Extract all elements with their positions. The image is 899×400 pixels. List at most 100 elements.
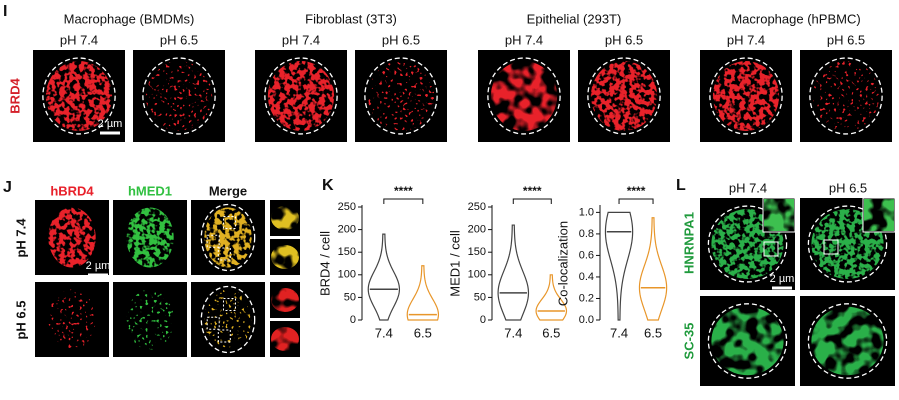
cell-signal xyxy=(590,61,658,131)
panel-label: I xyxy=(3,3,7,20)
roi-box xyxy=(206,316,220,330)
group-title: Fibroblast (3T3) xyxy=(305,11,397,26)
cell-signal xyxy=(490,61,558,131)
panel-label: L xyxy=(676,177,686,194)
cell-signal xyxy=(126,207,174,268)
cell-outline xyxy=(200,203,256,272)
cell-signal xyxy=(267,61,335,131)
condition-label: pH 6.5 xyxy=(605,32,643,47)
group-title: Macrophage (BMDMs) xyxy=(64,11,195,26)
x-tick-label: 7.4 xyxy=(375,325,393,340)
cell-signal xyxy=(48,289,96,350)
violin xyxy=(604,211,634,321)
x-tick-label: 6.5 xyxy=(542,325,560,340)
y-tick-label: 0.8 xyxy=(579,228,594,240)
inset-signal xyxy=(764,199,794,231)
cell-signal xyxy=(712,61,780,131)
channel-label: hBRD4 xyxy=(50,183,94,198)
significance-label: **** xyxy=(394,184,413,198)
cell-signal xyxy=(48,207,96,268)
scale-bar-label: 2 µm xyxy=(98,118,123,130)
roi-box xyxy=(217,247,231,261)
roi-box xyxy=(222,216,236,229)
significance-bracket xyxy=(618,198,654,204)
condition-label: pH 7.4 xyxy=(727,32,765,47)
cell-signal xyxy=(45,61,113,131)
cell-signal xyxy=(367,61,435,131)
violin xyxy=(638,217,668,321)
violin xyxy=(367,233,401,321)
roi-box xyxy=(206,234,220,248)
scale-bar-label: 2 µm xyxy=(86,260,111,272)
y-axis-label: Co-localization xyxy=(555,221,570,306)
group-title: Epithelial (293T) xyxy=(527,11,622,26)
y-axis-label: BRD4 / cell xyxy=(317,231,332,296)
significance-bracket xyxy=(512,198,552,204)
inset-signal xyxy=(271,288,299,312)
cell-outline xyxy=(709,57,783,135)
group-title: Macrophage (hPBMC) xyxy=(731,11,860,26)
y-tick-label: 0.6 xyxy=(579,249,594,261)
significance-label: **** xyxy=(523,184,542,198)
cell-outline xyxy=(807,205,888,283)
cell-outline xyxy=(809,57,883,135)
y-tick-label: 50 xyxy=(474,291,486,303)
cell-signal xyxy=(126,289,174,350)
cell-outline xyxy=(807,303,888,379)
condition-label: pH 6.5 xyxy=(160,32,198,47)
cell-outline xyxy=(707,303,788,379)
y-axis-label: MED1 / cell xyxy=(447,230,462,297)
stain-label: HNRNPA1 xyxy=(681,212,696,274)
y-tick-label: 150 xyxy=(338,246,356,258)
condition-label: pH 7.4 xyxy=(729,180,767,195)
y-tick-label: 100 xyxy=(338,269,356,281)
cell-signal xyxy=(812,61,880,131)
cell-signal xyxy=(204,207,252,268)
channel-label: hMED1 xyxy=(128,183,172,198)
inset-signal xyxy=(271,245,299,269)
significance-label: **** xyxy=(627,184,646,198)
y-tick-label: 1.0 xyxy=(579,206,594,218)
stain-label: SC-35 xyxy=(681,323,696,360)
stain-label: BRD4 xyxy=(7,78,22,114)
condition-label: pH 7.4 xyxy=(505,32,543,47)
condition-label: pH 6.5 xyxy=(382,32,420,47)
y-tick-label: 0.4 xyxy=(579,271,594,283)
cell-outline xyxy=(487,57,561,135)
cell-outline xyxy=(142,57,216,135)
cell-signal xyxy=(145,61,213,131)
roi-box xyxy=(217,329,231,343)
y-tick-label: 50 xyxy=(344,291,356,303)
x-tick-label: 7.4 xyxy=(610,325,628,340)
y-tick-label: 200 xyxy=(338,224,356,236)
y-tick-label: 0 xyxy=(480,314,486,326)
roi-box xyxy=(222,298,236,311)
y-tick-label: 250 xyxy=(468,201,486,213)
cell-outline xyxy=(42,57,116,135)
cell-outline xyxy=(364,57,438,135)
row-label: pH 6.5 xyxy=(13,300,28,339)
roi-box xyxy=(823,239,839,255)
channel-label: Merge xyxy=(209,183,247,198)
inset-signal xyxy=(271,327,299,351)
panel-label: J xyxy=(3,179,12,196)
significance-bracket xyxy=(383,198,424,204)
violin xyxy=(406,265,440,321)
y-tick-label: 0.0 xyxy=(579,314,594,326)
inset-signal xyxy=(864,199,894,231)
y-tick-label: 0 xyxy=(350,314,356,326)
roi-box xyxy=(763,241,779,257)
x-tick-label: 6.5 xyxy=(644,325,662,340)
cell-outline xyxy=(707,205,788,283)
y-tick-label: 250 xyxy=(338,201,356,213)
condition-label: pH 7.4 xyxy=(60,32,98,47)
cell-outline xyxy=(587,57,661,135)
y-tick-label: 200 xyxy=(468,224,486,236)
violin xyxy=(497,224,530,321)
x-tick-label: 6.5 xyxy=(414,325,432,340)
x-tick-label: 7.4 xyxy=(504,325,522,340)
y-tick-label: 150 xyxy=(468,246,486,258)
condition-label: pH 6.5 xyxy=(829,180,867,195)
inset-signal xyxy=(271,206,299,230)
